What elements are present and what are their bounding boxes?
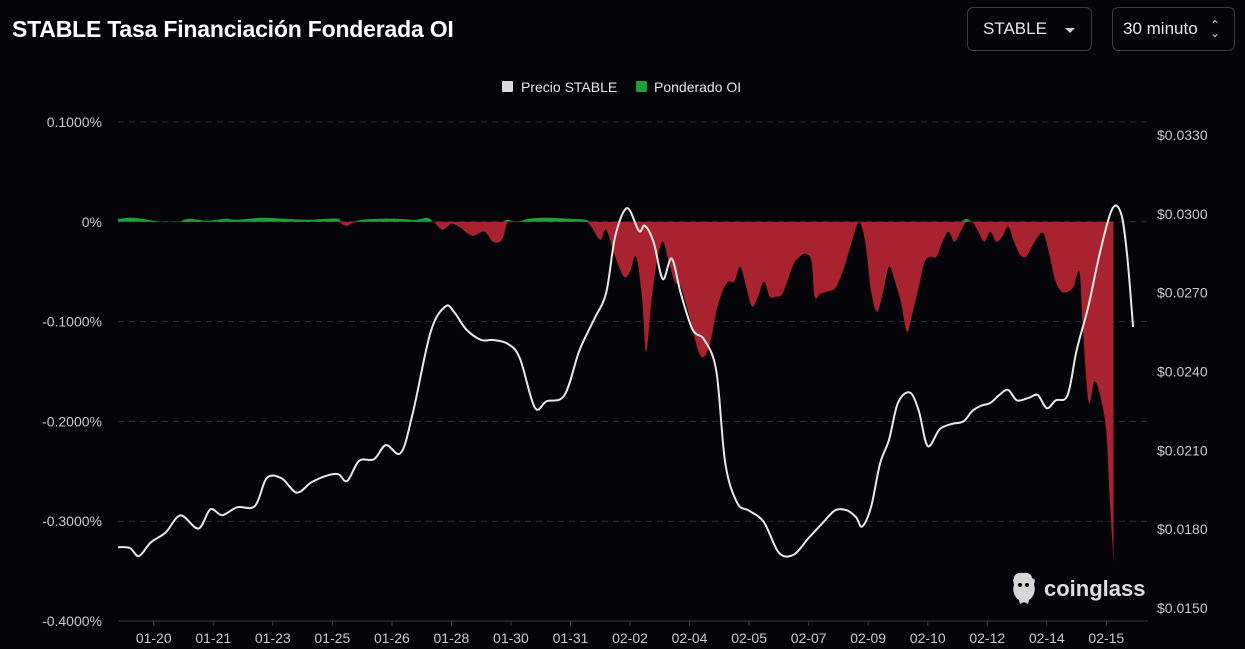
legend[interactable]: Precio STABLE Ponderado OI bbox=[502, 79, 741, 95]
left-tick-label: 0% bbox=[82, 214, 102, 230]
right-tick-label: $0.0240 bbox=[1157, 364, 1208, 380]
left-tick-label: -0.1000% bbox=[42, 314, 102, 330]
interval-select-value: 30 minuto bbox=[1123, 19, 1198, 38]
legend-item-oi[interactable]: Ponderado OI bbox=[636, 79, 741, 95]
right-tick-label: $0.0270 bbox=[1157, 285, 1208, 301]
right-tick-label: $0.0210 bbox=[1157, 442, 1208, 458]
coinglass-logo-icon bbox=[1013, 572, 1035, 604]
interval-select[interactable]: 30 minuto ⌃ ⌄ bbox=[1112, 7, 1235, 51]
x-tick-label: 01-30 bbox=[493, 630, 529, 646]
symbol-select-value: STABLE bbox=[983, 19, 1047, 38]
left-tick-label: -0.3000% bbox=[42, 513, 102, 529]
x-tick-label: 02-12 bbox=[969, 630, 1005, 646]
x-tick-label: 01-21 bbox=[195, 630, 231, 646]
x-axis: 01-20 01-21 01-23 01-25 01-26 01-28 01-30 01-31… bbox=[118, 620, 1148, 646]
x-tick-label: 01-28 bbox=[434, 630, 470, 646]
x-tick-label: 01-26 bbox=[374, 630, 410, 646]
x-tick-label: 01-23 bbox=[255, 630, 291, 646]
x-tick-label: 02-09 bbox=[850, 630, 886, 646]
right-axis: $0.0330 $0.0300 $0.0270 $0.0240 $0.0210 $0.01… bbox=[1157, 127, 1208, 616]
left-tick-label: -0.2000% bbox=[42, 413, 102, 429]
right-tick-label: $0.0180 bbox=[1157, 521, 1208, 537]
legend-label-oi: Ponderado OI bbox=[654, 79, 741, 95]
x-tick-label: 01-20 bbox=[136, 630, 172, 646]
positive-funding-area bbox=[118, 217, 1114, 223]
x-tick-label: 01-31 bbox=[553, 630, 589, 646]
x-tick-label: 01-25 bbox=[314, 630, 350, 646]
caret-down-icon bbox=[1065, 28, 1075, 33]
left-axis: 0.1000% 0% -0.1000% -0.2000% -0.3000% -0.4000… bbox=[42, 114, 102, 629]
legend-swatch-oi bbox=[636, 81, 647, 92]
negative-funding-area bbox=[118, 220, 1114, 562]
x-tick-label: 02-10 bbox=[910, 630, 946, 646]
x-tick-label: 02-04 bbox=[672, 630, 708, 646]
funding-rate-area bbox=[118, 217, 1114, 562]
legend-item-price[interactable]: Precio STABLE bbox=[502, 79, 617, 95]
right-tick-label: $0.0300 bbox=[1157, 206, 1208, 222]
price-line bbox=[117, 204, 1135, 558]
up-down-arrows-icon: ⌃ ⌄ bbox=[1209, 18, 1220, 40]
legend-swatch-price bbox=[502, 81, 513, 92]
legend-label-price: Precio STABLE bbox=[521, 79, 617, 95]
x-tick-label: 02-07 bbox=[791, 630, 827, 646]
watermark-text: coinglass bbox=[1044, 576, 1145, 601]
right-tick-label: $0.0330 bbox=[1157, 127, 1208, 143]
right-tick-label: $0.0150 bbox=[1157, 600, 1208, 616]
x-tick-label: 02-02 bbox=[612, 630, 648, 646]
page-title: STABLE Tasa Financiación Fonderada OI bbox=[12, 16, 454, 42]
x-tick-label: 02-15 bbox=[1088, 630, 1124, 646]
left-tick-label: -0.4000% bbox=[42, 613, 102, 629]
x-tick-label: 02-14 bbox=[1029, 630, 1065, 646]
watermark: coinglass bbox=[1013, 572, 1145, 604]
grid-lines bbox=[118, 121, 1148, 622]
left-tick-label: 0.1000% bbox=[47, 114, 102, 130]
symbol-select[interactable]: STABLE bbox=[967, 7, 1092, 51]
x-tick-label: 02-05 bbox=[731, 630, 767, 646]
